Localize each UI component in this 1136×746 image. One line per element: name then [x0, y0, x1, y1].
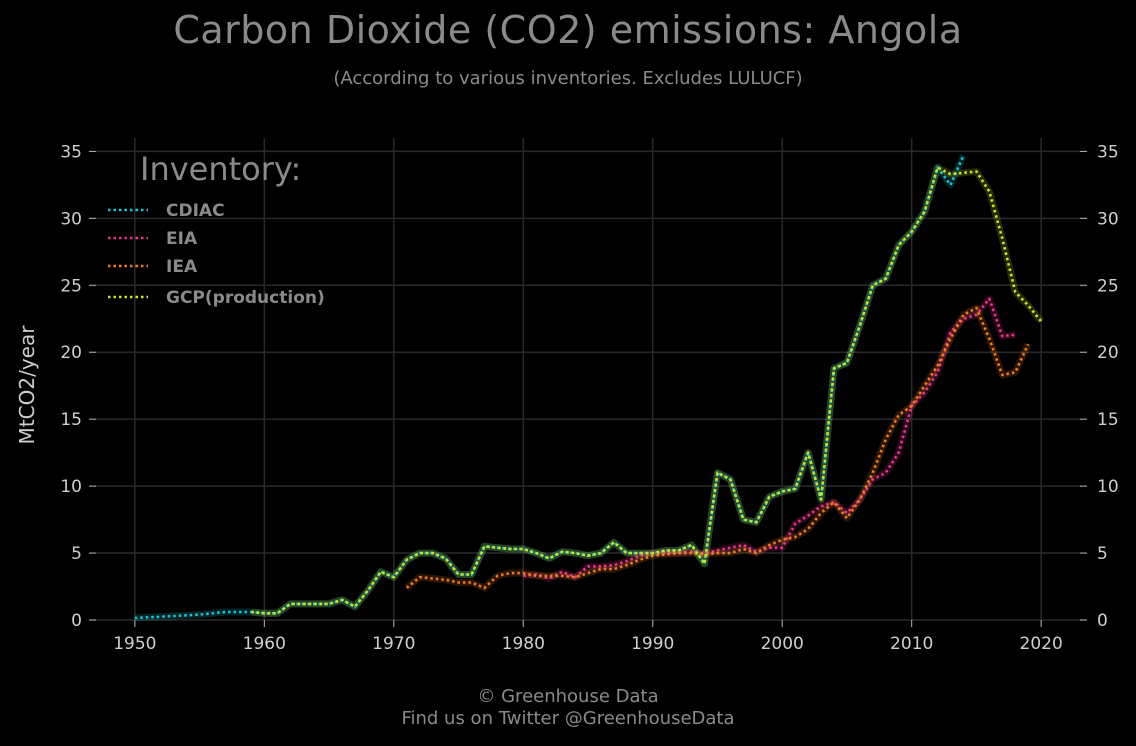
y-tick-label-right: 20: [1097, 343, 1119, 363]
x-tick-label: 1980: [502, 634, 545, 654]
y-tick-label-right: 5: [1097, 544, 1108, 564]
x-tick-label: 2020: [1020, 634, 1063, 654]
series-line-GCP(production): [251, 166, 1043, 615]
series-line-CDIAC: [134, 154, 965, 620]
x-tick-label: 2000: [761, 634, 804, 654]
y-tick-label-right: 25: [1097, 276, 1119, 296]
y-tick-label: 20: [60, 343, 82, 363]
y-tick-label: 35: [60, 142, 82, 162]
legend: CDIAC EIA IEA GCP(production): [108, 201, 325, 308]
series-lines: [134, 153, 1044, 622]
y-tick-label-right: 0: [1097, 611, 1108, 631]
grid-lines: [96, 138, 1080, 621]
y-tick-label: 25: [60, 276, 82, 296]
footer-twitter: Find us on Twitter @GreenhouseData: [401, 708, 735, 729]
x-tick-label: 1960: [243, 634, 286, 654]
y-tick-label: 15: [60, 410, 82, 430]
x-tick-label: 1990: [631, 634, 674, 654]
y-tick-label-right: 15: [1097, 410, 1119, 430]
series-glow-EIA: [522, 295, 1016, 582]
x-tick-label: 2010: [890, 634, 933, 654]
y-tick-label: 5: [71, 544, 82, 564]
footer-copyright: © Greenhouse Data: [477, 686, 659, 707]
legend-label: EIA: [166, 229, 198, 249]
series-line-IEA: [405, 306, 1030, 590]
legend-label: GCP(production): [166, 288, 325, 308]
series-glow-CDIAC: [134, 153, 967, 622]
legend-label: IEA: [166, 257, 198, 277]
chart-subtitle: (According to various inventories. Exclu…: [333, 68, 803, 89]
footer: © Greenhouse Data Find us on Twitter @Gr…: [0, 686, 1136, 730]
y-tick-label-right: 10: [1097, 477, 1119, 497]
x-tick-label: 1950: [113, 634, 156, 654]
y-tick-label: 0: [71, 611, 82, 631]
y-tick-label-right: 30: [1097, 209, 1119, 229]
y-tick-label: 10: [60, 477, 82, 497]
chart-title: Carbon Dioxide (CO2) emissions: Angola: [173, 8, 963, 52]
y-tick-label-right: 35: [1097, 142, 1119, 162]
legend-title: Inventory:: [140, 150, 302, 188]
series-line-EIA: [523, 297, 1016, 580]
legend-label: CDIAC: [166, 201, 225, 221]
y-tick-label: 30: [60, 209, 82, 229]
x-tick-label: 1970: [372, 634, 415, 654]
y-axis-label: MtCO2/year: [15, 325, 39, 445]
